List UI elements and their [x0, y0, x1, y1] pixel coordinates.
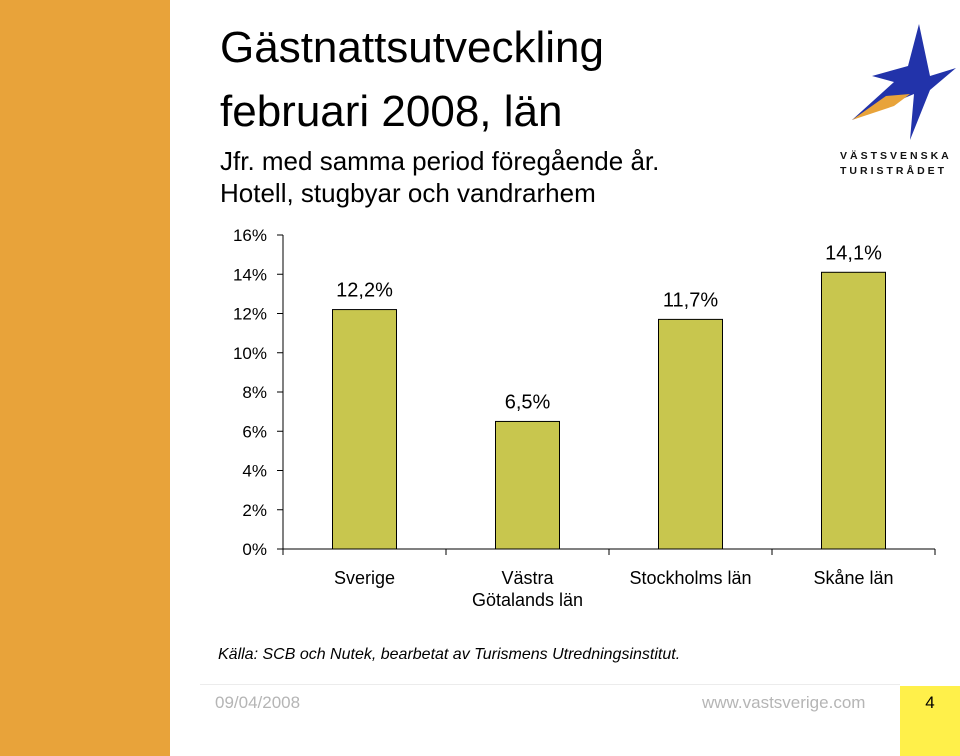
- bar-chart: 0% 2% 4% 6% 8% 10% 12% 14% 16% 12,2% Sverige 6,5% Vä…: [233, 226, 936, 610]
- footer-url: www.vastsverige.com: [702, 693, 866, 712]
- y-tick-label: 4%: [242, 462, 267, 481]
- data-label: 6,5%: [505, 391, 551, 413]
- page-subtitle-line1: Jfr. med samma period föregående år.: [220, 146, 660, 176]
- data-label: 11,7%: [663, 289, 718, 311]
- star-icon: [852, 24, 956, 140]
- data-label: 14,1%: [825, 242, 882, 264]
- x-tick-label: Sverige: [334, 568, 395, 588]
- bar: [658, 318, 723, 550]
- page-title-line2: februari 2008, län: [220, 87, 563, 136]
- bar: [821, 271, 886, 550]
- page-title-line1: Gästnattsutveckling: [220, 23, 604, 72]
- x-tick-label: Stockholms län: [629, 568, 751, 588]
- page-subtitle-line2: Hotell, stugbyar och vandrarhem: [220, 178, 596, 208]
- data-label: 12,2%: [336, 280, 393, 302]
- vastsvenska-turistradet-logo: VÄSTSVENSKA TURISTRÅDET: [840, 20, 958, 180]
- logo-text-line1: VÄSTSVENSKA: [840, 150, 952, 162]
- y-tick-label: 0%: [242, 540, 267, 559]
- logo-text-line2: TURISTRÅDET: [840, 165, 948, 177]
- y-tick-label: 8%: [242, 383, 267, 402]
- y-tick-label: 2%: [242, 501, 267, 520]
- page-number-box: 4: [900, 686, 960, 756]
- y-tick-label: 12%: [233, 305, 267, 324]
- y-tick-label: 16%: [233, 226, 267, 245]
- accent-sidebar: [0, 0, 170, 756]
- footer-date: 09/04/2008: [215, 693, 301, 712]
- x-tick-label: Västra Götalands län: [472, 568, 583, 610]
- y-tick-label: 10%: [233, 344, 267, 363]
- y-tick-label: 14%: [233, 265, 267, 284]
- y-tick-label: 6%: [242, 422, 267, 441]
- x-tick-label: Skåne län: [813, 568, 893, 588]
- footer-divider: [200, 684, 900, 685]
- bar: [332, 309, 397, 550]
- source-note: Källa: SCB och Nutek, bearbetat av Turis…: [218, 646, 681, 663]
- page-number: 4: [925, 693, 935, 712]
- bar: [495, 420, 560, 550]
